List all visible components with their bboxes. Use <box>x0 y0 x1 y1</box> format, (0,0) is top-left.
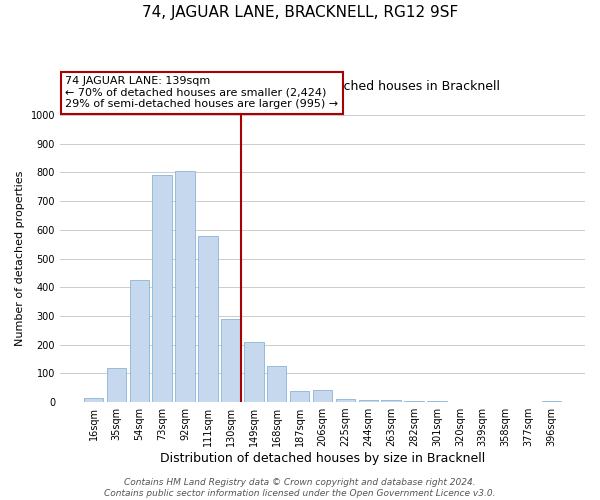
Bar <box>359 400 378 402</box>
Title: Size of property relative to detached houses in Bracknell: Size of property relative to detached ho… <box>145 80 500 93</box>
Bar <box>152 176 172 402</box>
Text: Contains HM Land Registry data © Crown copyright and database right 2024.
Contai: Contains HM Land Registry data © Crown c… <box>104 478 496 498</box>
Y-axis label: Number of detached properties: Number of detached properties <box>15 171 25 346</box>
Text: 74 JAGUAR LANE: 139sqm
← 70% of detached houses are smaller (2,424)
29% of semi-: 74 JAGUAR LANE: 139sqm ← 70% of detached… <box>65 76 338 110</box>
Bar <box>107 368 126 402</box>
Bar <box>267 366 286 402</box>
Bar <box>175 171 195 402</box>
Bar <box>404 400 424 402</box>
Bar <box>244 342 263 402</box>
Bar <box>290 390 309 402</box>
Bar <box>335 398 355 402</box>
Bar <box>221 319 241 402</box>
Bar <box>542 400 561 402</box>
Text: 74, JAGUAR LANE, BRACKNELL, RG12 9SF: 74, JAGUAR LANE, BRACKNELL, RG12 9SF <box>142 5 458 20</box>
Bar <box>84 398 103 402</box>
Bar <box>130 280 149 402</box>
Bar <box>382 400 401 402</box>
X-axis label: Distribution of detached houses by size in Bracknell: Distribution of detached houses by size … <box>160 452 485 465</box>
Bar <box>313 390 332 402</box>
Bar <box>198 236 218 402</box>
Bar <box>427 401 446 402</box>
